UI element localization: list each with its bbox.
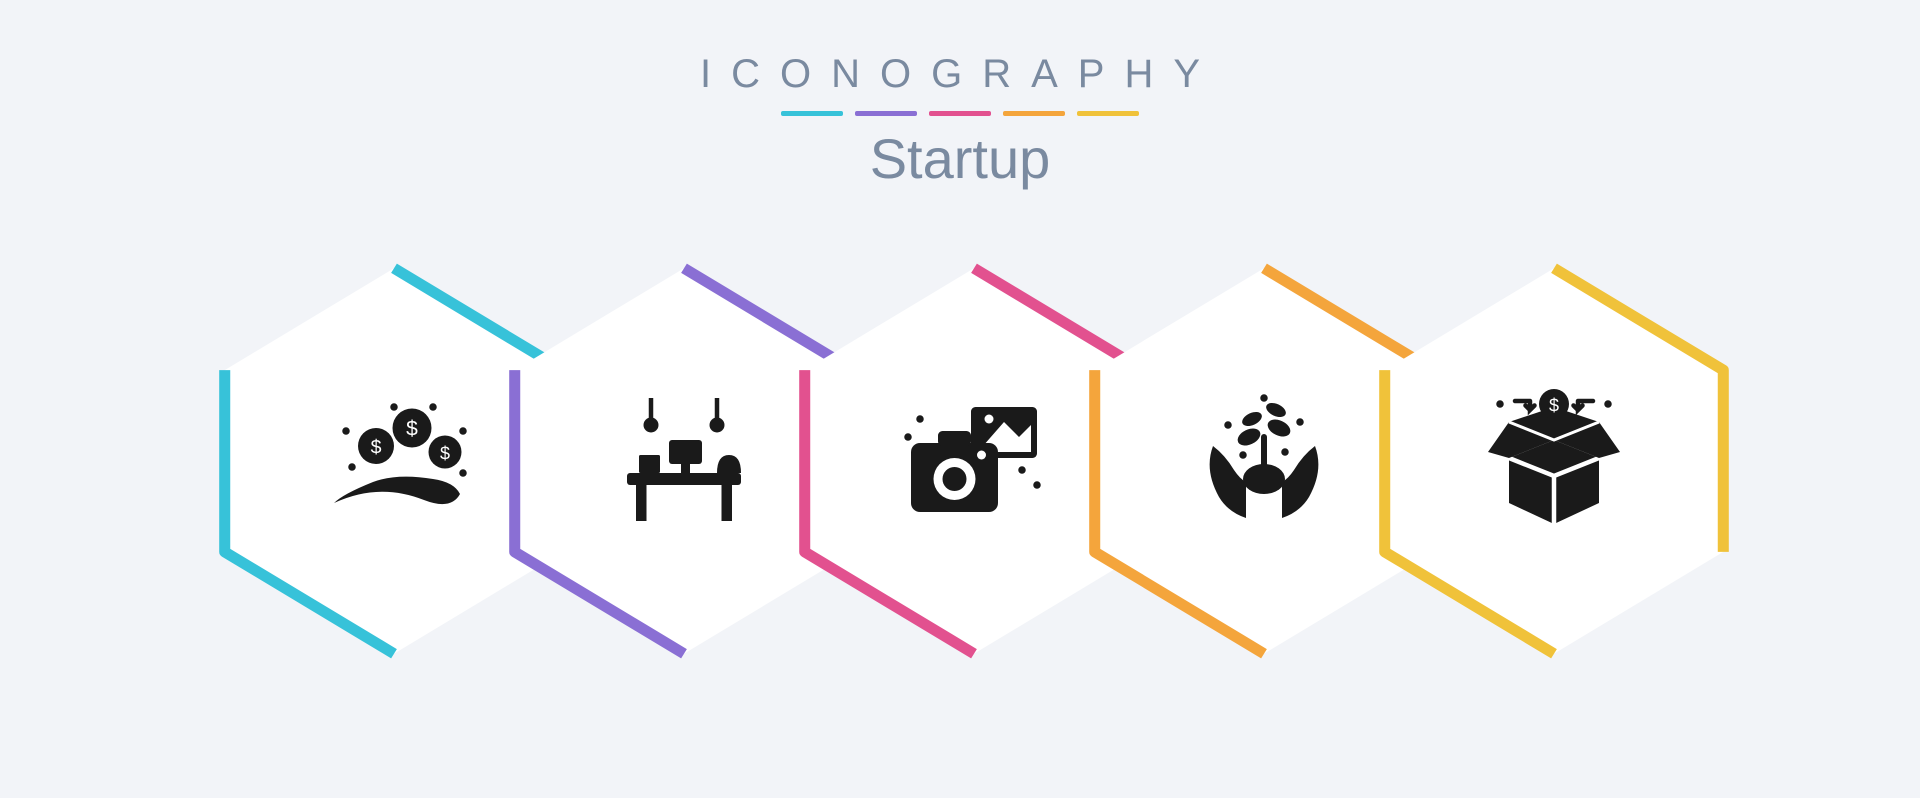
accent-bar [855, 111, 917, 116]
hexagon-row [0, 221, 1920, 741]
hand-coins-icon [299, 366, 489, 556]
brand-title: ICONOGRAPHY [700, 52, 1220, 97]
hands-plant-icon [1169, 366, 1359, 556]
pack-subtitle: Startup [700, 126, 1220, 191]
crowdfund-box-icon [1459, 366, 1649, 556]
accent-underline [700, 111, 1220, 116]
header: ICONOGRAPHY Startup [700, 52, 1220, 191]
accent-bar [929, 111, 991, 116]
accent-bar [781, 111, 843, 116]
workspace-icon [589, 366, 779, 556]
camera-photo-icon [879, 366, 1069, 556]
accent-bar [1077, 111, 1139, 116]
hex-tile-crowdfunding [1370, 261, 1738, 661]
accent-bar [1003, 111, 1065, 116]
